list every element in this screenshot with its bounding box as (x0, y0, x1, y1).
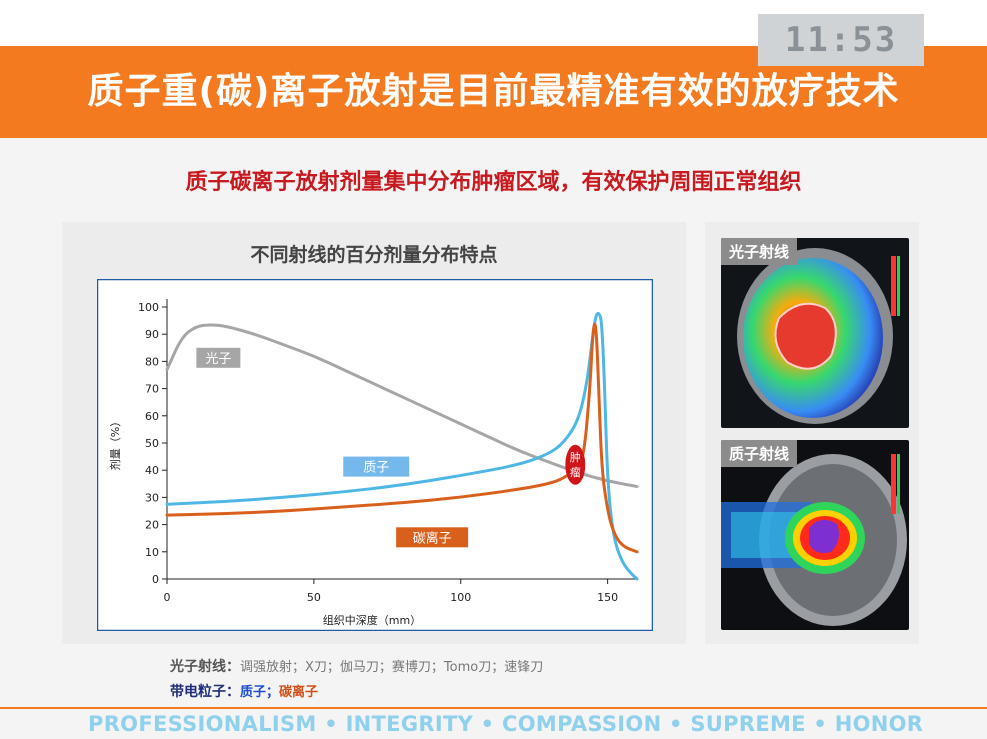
proton-scan-label: 质子射线 (721, 440, 798, 467)
proton-scan-picture (721, 440, 909, 630)
scan-panel: 光子射线 质子射线 (705, 222, 919, 644)
proton-scan-image: 质子射线 (721, 440, 909, 630)
chart-frame (97, 279, 653, 631)
proton-annotation: 质子 (363, 461, 389, 476)
y-tick-label: 30 (145, 491, 159, 504)
radiation-legend: 光子射线：调强放射；X刀；伽马刀；赛博刀；Tomo刀；速锋刀 带电粒子：质子；碳… (170, 655, 543, 705)
slide-subtitle: 质子碳离子放射剂量集中分布肿瘤区域，有效保护周围正常组织 (185, 170, 802, 195)
x-tick-label: 50 (307, 591, 321, 604)
y-tick-label: 70 (145, 383, 159, 396)
photon-dose-line (165, 323, 639, 489)
y-tick-label: 60 (145, 410, 159, 423)
y-tick-label: 40 (145, 464, 159, 477)
footer-motto: PROFESSIONALISM • INTEGRITY • COMPASSION… (88, 712, 924, 736)
y-tick-label: 0 (152, 573, 159, 586)
y-tick-label: 90 (145, 328, 159, 341)
tumor-label-top: 肿 (570, 450, 581, 464)
carbon-annotation: 碳离子 (413, 530, 452, 546)
photon-scan-picture (721, 238, 909, 428)
y-tick-label: 10 (145, 546, 159, 559)
carbon-annotation-bg (396, 527, 469, 548)
slide-title: 质子重(碳)离子放射是目前最精准有效的放疗技术 (87, 71, 900, 112)
proton-annotation-bg (343, 456, 410, 477)
photon-scan-image: 光子射线 (721, 238, 909, 428)
x-tick-label: 100 (450, 591, 471, 604)
footer-divider (0, 707, 987, 709)
dose-depth-chart: 0 10 20 30 40 50 60 70 80 90 100 0 50 100 150 组织中深度（mm）… (97, 279, 653, 631)
particle-legend-head: 带电粒子： (170, 684, 240, 700)
y-tick-label: 100 (138, 301, 159, 314)
photon-annotation: 光子 (205, 352, 231, 367)
tumor-marker (565, 444, 586, 485)
timer-display: 11:53 (758, 14, 924, 66)
particle-legend-row: 带电粒子：质子；碳离子 (170, 680, 543, 705)
photon-legend-items: 调强放射；X刀；伽马刀；赛博刀；Tomo刀；速锋刀 (240, 660, 544, 675)
x-tick-label: 150 (597, 591, 618, 604)
photon-legend-head: 光子射线： (170, 659, 240, 675)
carbon-legend-item: 碳离子 (279, 685, 319, 700)
photon-scan-label: 光子射线 (721, 238, 798, 265)
tumor-label-bottom: 瘤 (570, 465, 581, 479)
y-axis-label: 剂量（%） (108, 416, 122, 470)
proton-dose-line (165, 311, 639, 581)
y-tick-label: 80 (145, 355, 159, 368)
chart-panel: 不同射线的百分剂量分布特点 0 10 20 30 40 50 60 70 80 90 100 0 50 1… (62, 222, 686, 644)
chart-title: 不同射线的百分剂量分布特点 (250, 244, 498, 266)
proton-legend-item: 质子； (240, 685, 280, 700)
y-tick-label: 50 (145, 437, 159, 450)
y-tick-label: 20 (145, 519, 159, 532)
x-tick-label: 0 (164, 591, 171, 604)
photon-annotation-bg (196, 347, 241, 368)
photon-legend-row: 光子射线：调强放射；X刀；伽马刀；赛博刀；Tomo刀；速锋刀 (170, 655, 543, 680)
x-axis-label: 组织中深度（mm） (323, 613, 421, 627)
